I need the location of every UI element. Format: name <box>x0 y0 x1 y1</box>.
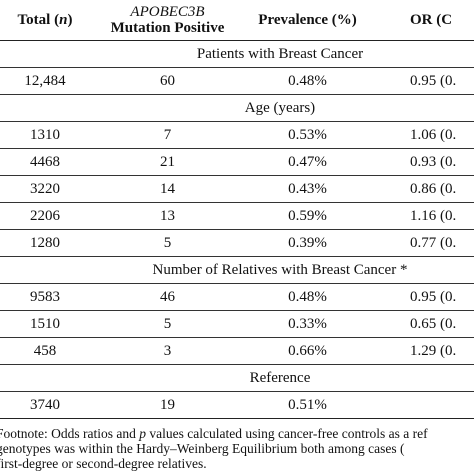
cell: 0.95 (0. <box>370 283 474 311</box>
table-body: Patients with Breast Cancer 12,484 60 0.48%… <box>0 40 474 419</box>
cell: 3 <box>90 337 245 365</box>
header-cell: Total (n) <box>0 0 90 41</box>
section-row: Age (years) <box>0 94 474 122</box>
data-row: 1510 5 0.33% 0.65 (0. <box>0 310 474 338</box>
cell: 1.06 (0. <box>370 121 474 149</box>
cell: 0.51% <box>245 391 370 419</box>
cell: 1280 <box>0 229 90 257</box>
section-title: Age (years) <box>0 94 474 122</box>
data-row: 2206 13 0.59% 1.16 (0. <box>0 202 474 230</box>
cell: 60 <box>90 67 245 95</box>
section-title: Patients with Breast Cancer <box>0 40 474 68</box>
cell: 4468 <box>0 148 90 176</box>
cell: 0.33% <box>245 310 370 338</box>
cell: 1.16 (0. <box>370 202 474 230</box>
data-row: 1280 5 0.39% 0.77 (0. <box>0 229 474 257</box>
cell: 0.77 (0. <box>370 229 474 257</box>
footnote-line: first-degree or second-degree relatives. <box>0 456 474 471</box>
cell: 46 <box>90 283 245 311</box>
header-row: Total (n) APOBEC3B Mutation Positive Prev… <box>0 0 474 41</box>
cell: 0.43% <box>245 175 370 203</box>
cell: 12,484 <box>0 67 90 95</box>
text: Total ( <box>17 12 60 28</box>
cell: 0.39% <box>245 229 370 257</box>
cell: 1310 <box>0 121 90 149</box>
table: Total (n) APOBEC3B Mutation Positive Prev… <box>0 0 474 419</box>
cell: 0.48% <box>245 283 370 311</box>
cell: 0.48% <box>245 67 370 95</box>
section-row: Number of Relatives with Breast Cancer * <box>0 256 474 284</box>
cell: 0.65 (0. <box>370 310 474 338</box>
cell: 5 <box>90 310 245 338</box>
text: values calculated using cancer-free cont… <box>146 426 428 441</box>
cell: 7 <box>90 121 245 149</box>
cell: 0.86 (0. <box>370 175 474 203</box>
cell: 2206 <box>0 202 90 230</box>
data-row: 458 3 0.66% 1.29 (0. <box>0 337 474 365</box>
cell: 19 <box>90 391 245 419</box>
header-cell: Prevalence (%) <box>245 0 370 41</box>
cell: 1.29 (0. <box>370 337 474 365</box>
cell: 5 <box>90 229 245 257</box>
cell: 0.95 (0. <box>370 67 474 95</box>
data-row: 12,484 60 0.48% 0.95 (0. <box>0 67 474 95</box>
cell: 21 <box>90 148 245 176</box>
footnote: Footnote: Odds ratios and p values calcu… <box>0 426 474 471</box>
data-row: 3740 19 0.51% <box>0 391 474 419</box>
header-cell: APOBEC3B Mutation Positive <box>90 0 245 41</box>
text: ) <box>67 12 73 28</box>
text: Mutation Positive <box>110 20 225 36</box>
cell: 0.66% <box>245 337 370 365</box>
cell: 3220 <box>0 175 90 203</box>
text: APOBEC3B <box>130 4 205 20</box>
cell: 458 <box>0 337 90 365</box>
section-row: Patients with Breast Cancer <box>0 40 474 68</box>
data-row: 3220 14 0.43% 0.86 (0. <box>0 175 474 203</box>
section-title: Number of Relatives with Breast Cancer * <box>0 256 474 284</box>
cell: 0.47% <box>245 148 370 176</box>
cell: 13 <box>90 202 245 230</box>
text: genotypes was within the Hardy–Weinberg … <box>0 441 405 456</box>
cell: 0.59% <box>245 202 370 230</box>
text: Footnote: Odds ratios and <box>0 426 140 441</box>
cell: 14 <box>90 175 245 203</box>
footnote-line: Footnote: Odds ratios and p values calcu… <box>0 426 474 441</box>
text: n <box>59 12 68 28</box>
section-row: Reference <box>0 364 474 392</box>
cell: 0.93 (0. <box>370 148 474 176</box>
cell: 3740 <box>0 391 90 419</box>
cell: 1510 <box>0 310 90 338</box>
cell: 0.53% <box>245 121 370 149</box>
header-cell: OR (C <box>370 0 474 41</box>
data-row: 1310 7 0.53% 1.06 (0. <box>0 121 474 149</box>
data-row: 9583 46 0.48% 0.95 (0. <box>0 283 474 311</box>
cell <box>370 391 474 419</box>
data-row: 4468 21 0.47% 0.93 (0. <box>0 148 474 176</box>
text: p <box>139 426 146 441</box>
section-title: Reference <box>0 364 474 392</box>
text: first-degree or second-degree relatives. <box>0 456 207 471</box>
cell: 9583 <box>0 283 90 311</box>
footnote-line: genotypes was within the Hardy–Weinberg … <box>0 441 474 456</box>
